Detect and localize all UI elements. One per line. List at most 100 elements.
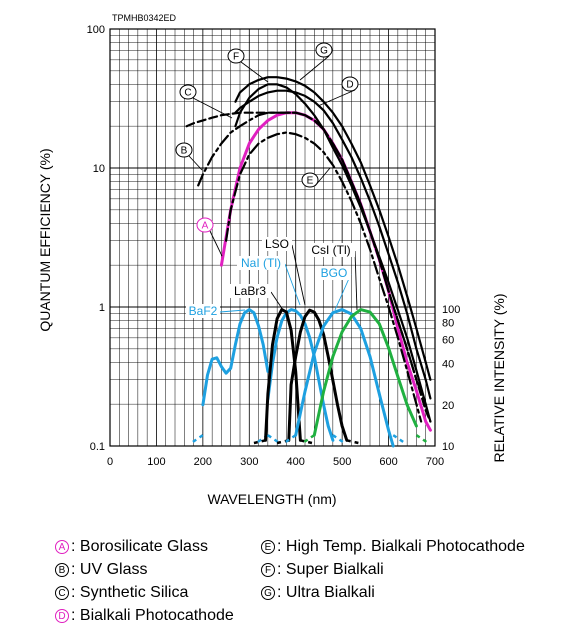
x-tick-label: 700 xyxy=(426,456,444,468)
series-labr3 xyxy=(264,308,302,442)
x-tick-label: 200 xyxy=(194,456,212,468)
series-tail xyxy=(392,434,406,445)
curve-label-f: F xyxy=(233,52,239,63)
chart-code: TPMHB0342ED xyxy=(112,13,177,23)
curve-label-b: B xyxy=(181,146,188,157)
y2-tick-label: 60 xyxy=(442,334,454,346)
series-e xyxy=(225,131,423,423)
label-bg-labr3 xyxy=(229,284,271,298)
leader-lso xyxy=(291,244,306,306)
marker-c xyxy=(179,84,197,100)
series-bgo xyxy=(294,308,395,448)
leader-f xyxy=(240,61,269,83)
label-bg-nai xyxy=(237,256,285,270)
scint-label-lso: LSO xyxy=(265,237,289,251)
x-tick-label: 400 xyxy=(287,456,305,468)
y2-tick-label: 40 xyxy=(442,359,454,371)
labels: 0 100 200 300 400 500 600 700 0.1 1 10 100 10 20 40 60 8… xyxy=(87,24,461,468)
y-tick-label: 0.1 xyxy=(90,441,105,453)
series-baf2 xyxy=(201,308,270,407)
series-tail xyxy=(332,434,346,445)
marker-b xyxy=(175,142,193,158)
leader-csi xyxy=(354,250,358,311)
marker-d xyxy=(341,76,359,92)
legend-text-b: : UV Glass xyxy=(71,561,148,578)
x-axis-title: WAVELENGTH (nm) xyxy=(207,491,336,507)
series-tail xyxy=(346,439,359,445)
leader-labr3 xyxy=(270,291,284,311)
curve-label-c: C xyxy=(184,88,191,99)
scint-label-bgo: BGO xyxy=(321,266,348,280)
legend-text-a: : Borosilicate Glass xyxy=(71,538,208,555)
leader-a xyxy=(209,230,223,257)
leader-b xyxy=(188,155,203,171)
leader-baf2 xyxy=(219,309,246,313)
y2-axis-title: RELATIVE INTENSITY (%) xyxy=(491,293,507,462)
marker-e xyxy=(301,172,319,188)
legend-text-f: : Super Bialkali xyxy=(277,561,384,578)
y-tick-label: 1 xyxy=(99,302,105,314)
x-tick-label: 100 xyxy=(147,456,165,468)
legend-badge-d: D xyxy=(55,609,69,623)
y-axis-title: QUANTUM EFFICIENCY (%) xyxy=(37,148,53,331)
y-tick-label: 10 xyxy=(93,163,105,175)
plot-area xyxy=(185,76,432,448)
legend-badge-c: C xyxy=(55,586,69,600)
leader-c xyxy=(192,97,233,119)
plot-frame xyxy=(109,28,436,447)
series-lso xyxy=(287,308,349,442)
y-tick-label: 100 xyxy=(87,24,105,36)
series-tail xyxy=(253,439,266,445)
curve-label-d: D xyxy=(346,80,353,91)
legend-item-c: C : Synthetic Silica xyxy=(55,584,188,602)
series-tail xyxy=(300,439,313,445)
leader-g xyxy=(299,55,330,81)
x-tick-label: 500 xyxy=(333,456,351,468)
curve-label-a: A xyxy=(202,221,209,232)
scint-label-labr3: LaBr3 xyxy=(234,284,266,298)
leader-nai xyxy=(284,263,301,306)
series-tail xyxy=(190,434,204,445)
marker-a xyxy=(196,217,214,233)
legend-text-g: : Ultra Bialkali xyxy=(277,584,375,601)
legend-text-d: : Bialkali Photocathode xyxy=(71,607,234,624)
marker-g xyxy=(315,42,333,58)
legend-item-a: A : Borosilicate Glass xyxy=(55,538,208,556)
legend-text-e: : High Temp. Bialkali Photocathode xyxy=(277,538,525,555)
x-tick-label: 0 xyxy=(107,456,113,468)
series-f xyxy=(234,83,432,423)
legend-badge-b: B xyxy=(55,563,69,577)
legend-item-f: F : Super Bialkali xyxy=(261,561,384,579)
series-tail xyxy=(301,434,315,445)
series-g xyxy=(234,76,432,381)
label-bg-lso xyxy=(262,237,292,251)
curve-label-g: G xyxy=(320,46,328,57)
legend-text-c: : Synthetic Silica xyxy=(71,584,189,601)
y2-tick-label: 80 xyxy=(442,317,454,329)
series-tail xyxy=(415,434,429,445)
scint-label-baf2: BaF2 xyxy=(189,304,218,318)
y2-tick-label: 20 xyxy=(442,400,454,412)
scint-label-nai: NaI (Tl) xyxy=(241,256,281,270)
series-d xyxy=(234,89,432,400)
x-tick-label: 300 xyxy=(240,456,258,468)
y2-tick-label: 100 xyxy=(442,304,460,316)
legend-item-e: E : High Temp. Bialkali Photocathode xyxy=(261,538,525,556)
series-csi-tl- xyxy=(312,308,418,437)
label-bg-csi xyxy=(307,243,355,257)
scint-label-csi: CsI (Tl) xyxy=(311,243,350,257)
leader-d xyxy=(317,89,356,107)
y2-tick-label: 10 xyxy=(442,441,454,453)
legend-badge-f: F xyxy=(261,563,275,577)
legend-item-b: B : UV Glass xyxy=(55,561,147,579)
legend-badge-a: A xyxy=(55,540,69,554)
legend-item-d: D : Bialkali Photocathode xyxy=(55,607,234,625)
legend-badge-g: G xyxy=(261,586,275,600)
legend-badge-e: E xyxy=(261,540,275,554)
label-bg-baf2 xyxy=(186,304,220,318)
chart: 0 100 200 300 400 500 600 700 0.1 1 10 100 10 20 40 60 8… xyxy=(37,13,507,507)
marker-f xyxy=(227,48,245,64)
legend-item-g: G : Ultra Bialkali xyxy=(261,584,375,602)
x-tick-label: 600 xyxy=(379,456,397,468)
series-tail xyxy=(283,434,297,445)
